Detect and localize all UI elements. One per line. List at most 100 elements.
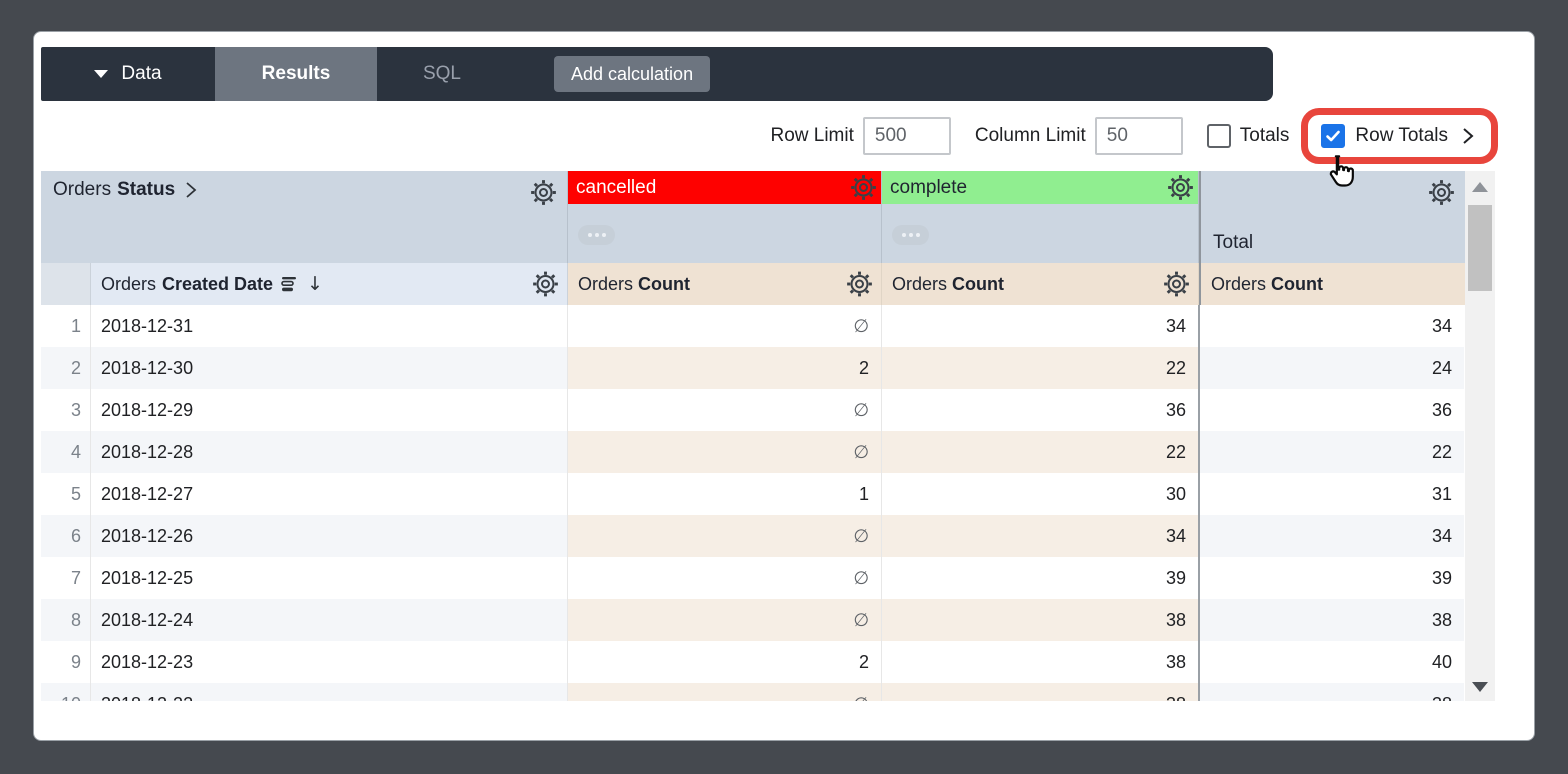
row-total-cell-value: 38 bbox=[1431, 609, 1452, 630]
totals-checkbox[interactable] bbox=[1206, 124, 1231, 148]
complete-count-cell[interactable]: 36 bbox=[882, 389, 1199, 431]
row-total-cell[interactable]: 34 bbox=[1198, 515, 1464, 557]
cancelled-count-cell[interactable]: 2 bbox=[568, 641, 882, 683]
row-total-cell[interactable]: 38 bbox=[1198, 599, 1464, 641]
explore-tab-bar: Data Results SQL Add calculation bbox=[41, 47, 1273, 101]
pivot-value-cancelled[interactable]: cancelled bbox=[568, 171, 881, 204]
sort-desc-icon[interactable]: ↓ bbox=[307, 273, 323, 295]
ellipsis-menu-button[interactable] bbox=[578, 225, 615, 245]
tab-results[interactable]: Results bbox=[215, 47, 377, 101]
row-total-cell[interactable]: 40 bbox=[1198, 641, 1464, 683]
row-number-cell-value: 1 bbox=[70, 315, 81, 336]
complete-count-cell[interactable]: 22 bbox=[882, 431, 1199, 473]
group-rows-icon bbox=[281, 277, 297, 292]
table-row: 5 2018-12-27 1 30 31 bbox=[41, 473, 1465, 515]
row-totals-checkbox[interactable] bbox=[1321, 124, 1346, 148]
row-number-cell: 2 bbox=[41, 347, 91, 389]
gear-icon[interactable] bbox=[850, 174, 877, 201]
totals-label: Totals bbox=[1239, 125, 1290, 146]
gear-icon[interactable] bbox=[846, 271, 873, 298]
date-cell-value: 2018-12-31 bbox=[101, 315, 194, 336]
date-cell[interactable]: 2018-12-27 bbox=[91, 473, 568, 515]
complete-count-cell[interactable]: 22 bbox=[882, 347, 1199, 389]
date-cell[interactable]: 2018-12-23 bbox=[91, 641, 568, 683]
add-calculation-button[interactable]: Add calculation bbox=[554, 56, 711, 92]
date-cell[interactable]: 2018-12-30 bbox=[91, 347, 568, 389]
cancelled-count-cell[interactable]: ∅ bbox=[568, 683, 882, 701]
complete-count-cell-value: 36 bbox=[1165, 399, 1186, 420]
complete-count-cell[interactable]: 30 bbox=[882, 473, 1199, 515]
date-cell[interactable]: 2018-12-22 bbox=[91, 683, 568, 701]
gear-icon[interactable] bbox=[1428, 179, 1455, 206]
complete-count-cell[interactable]: 38 bbox=[882, 641, 1199, 683]
measure-name: Count bbox=[1271, 273, 1323, 294]
measure-name: Count bbox=[952, 273, 1004, 294]
scroll-up-arrow-icon[interactable] bbox=[1472, 182, 1488, 192]
cancelled-count-cell-value: ∅ bbox=[853, 609, 869, 631]
table-row: 1 2018-12-31 ∅ 34 34 bbox=[41, 305, 1465, 347]
cancelled-count-cell[interactable]: ∅ bbox=[568, 515, 882, 557]
complete-count-cell[interactable]: 38 bbox=[882, 683, 1199, 701]
pivot-header-row: Orders Status cancelled complete bbox=[41, 171, 1465, 263]
date-cell[interactable]: 2018-12-25 bbox=[91, 557, 568, 599]
row-total-cell[interactable]: 22 bbox=[1198, 431, 1464, 473]
cancelled-count-cell[interactable]: ∅ bbox=[568, 389, 882, 431]
measure-header-complete[interactable]: Orders Count bbox=[882, 263, 1199, 305]
cancelled-count-cell[interactable]: 1 bbox=[568, 473, 882, 515]
complete-count-cell[interactable]: 34 bbox=[882, 305, 1199, 347]
row-total-cell-value: 31 bbox=[1431, 483, 1452, 504]
row-total-cell[interactable]: 34 bbox=[1198, 305, 1464, 347]
cancelled-count-cell-value: ∅ bbox=[853, 525, 869, 547]
pivot-table: Orders Status cancelled complete bbox=[41, 171, 1465, 701]
date-cell[interactable]: 2018-12-31 bbox=[91, 305, 568, 347]
vertical-scrollbar[interactable] bbox=[1465, 171, 1495, 701]
row-total-cell[interactable]: 39 bbox=[1198, 557, 1464, 599]
row-total-cell[interactable]: 31 bbox=[1198, 473, 1464, 515]
result-controls: Row Limit Column Limit Totals Row Totals bbox=[34, 104, 1498, 187]
date-cell-value: 2018-12-30 bbox=[101, 357, 194, 378]
date-cell[interactable]: 2018-12-28 bbox=[91, 431, 568, 473]
gear-icon[interactable] bbox=[1167, 174, 1194, 201]
date-cell[interactable]: 2018-12-26 bbox=[91, 515, 568, 557]
pivot-dimension-header[interactable]: Orders Status bbox=[41, 171, 568, 263]
column-limit-input[interactable] bbox=[1094, 117, 1183, 155]
cancelled-count-cell[interactable]: ∅ bbox=[568, 599, 882, 641]
tab-sql-label: SQL bbox=[422, 63, 462, 84]
cancelled-count-cell[interactable]: ∅ bbox=[568, 431, 882, 473]
cancelled-count-cell-value: ∅ bbox=[853, 567, 869, 589]
row-total-cell[interactable]: 24 bbox=[1198, 347, 1464, 389]
pivot-value-label: complete bbox=[890, 176, 968, 198]
pivot-col-total: Total bbox=[1199, 171, 1465, 263]
row-total-cell[interactable]: 36 bbox=[1198, 389, 1464, 431]
date-cell[interactable]: 2018-12-24 bbox=[91, 599, 568, 641]
cancelled-count-cell[interactable]: ∅ bbox=[568, 557, 882, 599]
cancelled-count-cell[interactable]: ∅ bbox=[568, 305, 882, 347]
date-cell[interactable]: 2018-12-29 bbox=[91, 389, 568, 431]
pivot-value-complete[interactable]: complete bbox=[882, 171, 1198, 204]
created-date-header[interactable]: Orders Created Date ↓ bbox=[91, 263, 568, 305]
complete-count-cell[interactable]: 39 bbox=[882, 557, 1199, 599]
gear-icon[interactable] bbox=[1163, 271, 1190, 298]
scrollbar-thumb[interactable] bbox=[1468, 205, 1492, 291]
complete-count-cell-value: 30 bbox=[1165, 483, 1186, 504]
ellipsis-menu-button[interactable] bbox=[892, 225, 929, 245]
measure-header-total[interactable]: Orders Count bbox=[1199, 263, 1465, 305]
tab-data[interactable]: Data bbox=[41, 47, 215, 101]
cancelled-count-cell-value: ∅ bbox=[853, 694, 869, 702]
row-number-cell-value: 9 bbox=[70, 651, 81, 672]
row-total-cell[interactable]: 38 bbox=[1198, 683, 1464, 701]
complete-count-cell[interactable]: 38 bbox=[882, 599, 1199, 641]
gear-icon[interactable] bbox=[532, 271, 559, 298]
row-total-cell-value: 38 bbox=[1432, 694, 1452, 702]
cancelled-count-cell[interactable]: 2 bbox=[568, 347, 882, 389]
measure-header-cancelled[interactable]: Orders Count bbox=[568, 263, 882, 305]
row-limit-input[interactable] bbox=[862, 117, 951, 155]
measure-name: Count bbox=[638, 273, 690, 294]
complete-count-cell[interactable]: 34 bbox=[882, 515, 1199, 557]
gear-icon[interactable] bbox=[530, 179, 557, 206]
row-total-cell-value: 34 bbox=[1431, 525, 1452, 546]
row-number-cell-value: 10 bbox=[61, 694, 81, 702]
scroll-down-arrow-icon[interactable] bbox=[1472, 682, 1488, 692]
table-row: 8 2018-12-24 ∅ 38 38 bbox=[41, 599, 1465, 641]
tab-sql[interactable]: SQL bbox=[377, 47, 507, 101]
